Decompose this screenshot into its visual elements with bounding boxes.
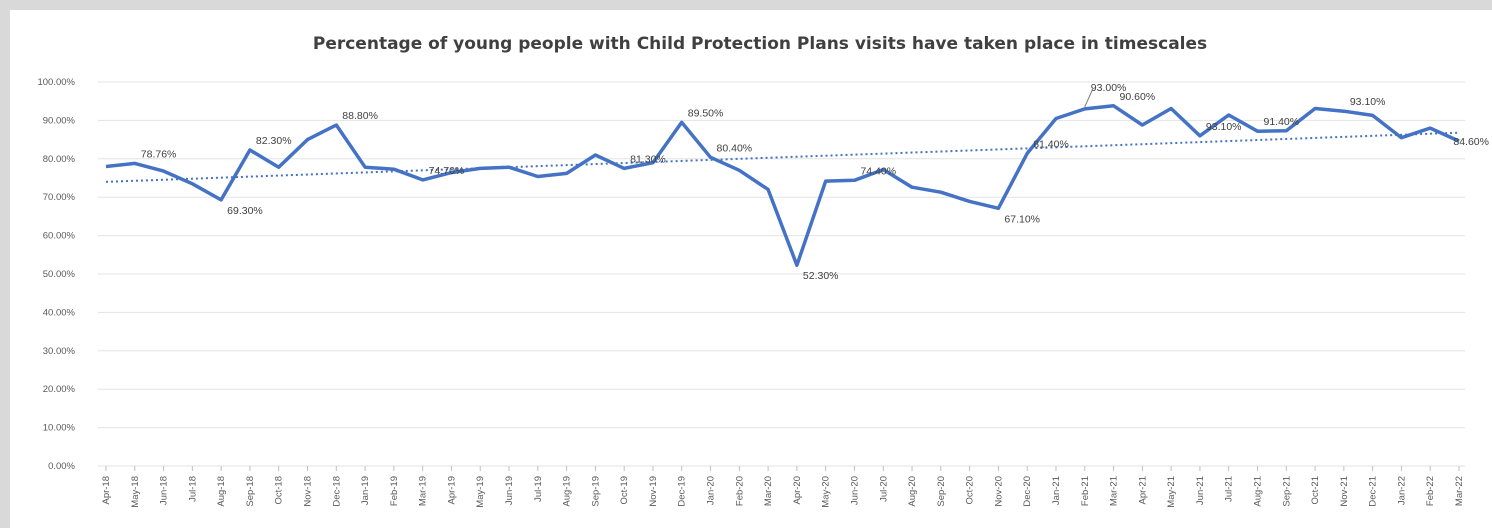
x-tick-label: Apr-18 (101, 476, 112, 505)
x-tick-label: Jun-18 (159, 476, 170, 505)
x-tick-label: Oct-20 (965, 476, 976, 505)
data-label: 93.10% (1206, 121, 1242, 133)
data-label: 74.70% (429, 165, 465, 177)
trendline-path (105, 131, 1460, 183)
x-tick-label: Jan-22 (1396, 476, 1407, 505)
x-tick-label: Dec-19 (677, 476, 688, 507)
x-tick-label: May-21 (1166, 476, 1177, 508)
x-tick-label: Oct-19 (619, 476, 630, 505)
data-label: 82.30% (256, 135, 292, 147)
x-axis: Apr-18 May-18 Jun-18 Jul-18 Aug-18 Sep-18 Oct-… (101, 466, 1465, 508)
data-label: 91.40% (1263, 116, 1299, 128)
x-tick-label: Jun-19 (504, 476, 515, 505)
data-label: 89.50% (688, 107, 724, 119)
gridlines (98, 81, 1465, 467)
x-tick-label: Mar-19 (418, 476, 429, 506)
x-tick-label: Sep-19 (590, 476, 601, 507)
x-tick-label: Aug-21 (1252, 476, 1263, 507)
x-tick-label: Mar-20 (763, 476, 774, 506)
y-tick-label: 80.00% (43, 154, 76, 165)
x-tick-label: Jan-21 (1051, 476, 1062, 505)
data-series (105, 104, 1460, 267)
trendline (105, 131, 1460, 183)
x-tick-label: Apr-19 (446, 476, 457, 505)
x-tick-label: Dec-18 (331, 476, 342, 507)
chart-panel: Percentage of young people with Child Pr… (10, 10, 1492, 528)
line-chart: Percentage of young people with Child Pr… (37, 34, 1489, 508)
x-tick-label: Feb-22 (1425, 476, 1436, 506)
data-label: 88.80% (342, 110, 378, 122)
x-tick-label: Sep-21 (1281, 476, 1292, 507)
label-leader-line (1084, 88, 1094, 108)
data-label: 93.00% (1091, 82, 1127, 94)
y-tick-label: 10.00% (43, 423, 76, 434)
data-label: 84.60% (1453, 136, 1489, 148)
y-tick-label: 100.00% (37, 77, 75, 88)
x-tick-label: Sep-18 (245, 476, 256, 507)
x-tick-label: May-20 (821, 476, 832, 508)
x-tick-label: Oct-21 (1310, 476, 1321, 505)
data-label: 93.10% (1350, 96, 1386, 108)
x-tick-label: Feb-19 (389, 476, 400, 506)
data-label: 67.10% (1004, 213, 1040, 225)
chart-title: Percentage of young people with Child Pr… (313, 34, 1207, 54)
y-tick-label: 0.00% (48, 461, 75, 472)
data-label: 52.30% (803, 270, 839, 282)
x-tick-label: Nov-19 (648, 476, 659, 507)
x-tick-label: Jul-18 (187, 476, 198, 502)
x-tick-label: Dec-21 (1368, 476, 1379, 507)
x-tick-label: Jun-20 (849, 476, 860, 505)
x-tick-label: Jan-19 (360, 476, 371, 505)
x-tick-label: Mar-22 (1454, 476, 1465, 506)
x-tick-label: Feb-21 (1080, 476, 1091, 506)
data-label: 74.40% (860, 165, 896, 177)
data-label: 90.60% (1120, 91, 1156, 103)
data-label: 69.30% (227, 205, 263, 217)
y-tick-label: 90.00% (43, 115, 76, 126)
x-tick-label: Aug-18 (216, 476, 227, 507)
y-tick-label: 50.00% (43, 269, 76, 280)
y-axis: 0.00% 10.00% 20.00% 30.00% 40.00% 50.00% 60.00… (37, 77, 75, 472)
x-tick-label: May-18 (130, 476, 141, 508)
x-tick-label: Jan-20 (706, 476, 717, 505)
x-tick-label: Mar-21 (1109, 476, 1120, 506)
x-tick-label: Aug-20 (907, 476, 918, 507)
data-label: 78.76% (141, 148, 177, 160)
data-labels: 78.76% 69.30% 82.30% 88.80% 74.70% 81.30% 89.5… (141, 82, 1489, 282)
x-tick-label: Aug-19 (562, 476, 573, 507)
x-tick-label: Jul-20 (878, 476, 889, 502)
data-label: 81.30% (630, 153, 666, 165)
x-tick-label: Feb-20 (734, 476, 745, 506)
x-tick-label: Dec-20 (1022, 476, 1033, 507)
x-tick-label: Apr-21 (1137, 476, 1148, 505)
x-tick-label: Apr-20 (792, 476, 803, 505)
series-line (105, 104, 1460, 267)
x-tick-label: May-19 (475, 476, 486, 508)
x-tick-label: Sep-20 (936, 476, 947, 507)
x-tick-label: Jul-19 (533, 476, 544, 502)
x-tick-label: Oct-18 (274, 476, 285, 505)
x-tick-label: Nov-21 (1339, 476, 1350, 507)
x-tick-label: Nov-20 (993, 476, 1004, 507)
y-tick-label: 30.00% (43, 346, 76, 357)
y-tick-label: 40.00% (43, 307, 76, 318)
y-tick-label: 20.00% (43, 384, 76, 395)
x-tick-label: Nov-18 (303, 476, 314, 507)
data-label: 81.40% (1033, 138, 1069, 150)
y-tick-label: 60.00% (43, 231, 76, 242)
y-tick-label: 70.00% (43, 192, 76, 203)
x-tick-label: Jul-21 (1224, 476, 1235, 502)
data-label: 80.40% (717, 142, 753, 154)
x-tick-label: Jun-21 (1195, 476, 1206, 505)
